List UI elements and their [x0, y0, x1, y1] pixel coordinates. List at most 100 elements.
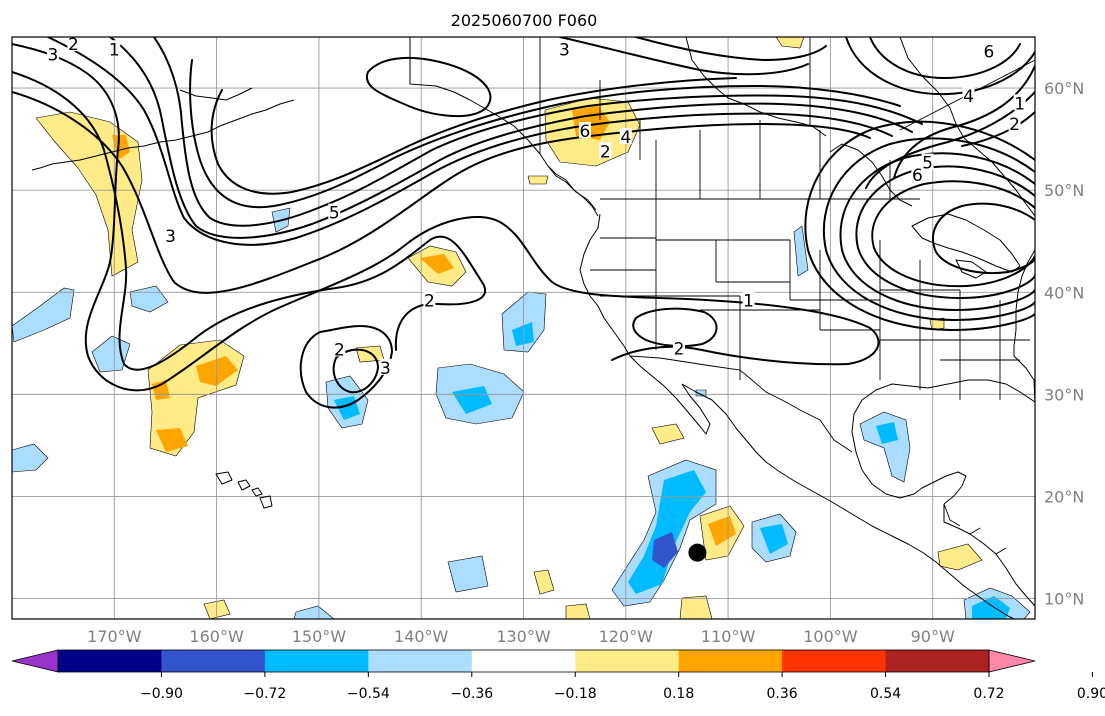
contour-label-mask	[164, 227, 177, 244]
contour-line	[865, 91, 1035, 189]
contour-line	[365, 56, 492, 118]
contour-line	[871, 180, 1035, 288]
hawaii-island	[259, 495, 273, 509]
contour-line	[153, 37, 923, 227]
contour-label: 2	[600, 142, 611, 162]
contour-label-mask	[599, 142, 612, 159]
graticule	[12, 37, 1035, 619]
longitude-tick-label: 140°W	[394, 627, 449, 646]
longitude-tick-label: 100°W	[803, 627, 858, 646]
contour-line	[559, 37, 809, 76]
negative-anomaly-region	[447, 555, 489, 593]
contour-label: 3	[380, 359, 391, 379]
map-frame	[11, 36, 1036, 620]
hawaii-island	[251, 487, 263, 497]
contour-label: 5	[922, 154, 933, 174]
alaska-peninsula	[219, 99, 295, 127]
canada-west-coastline	[547, 165, 599, 217]
contour-lines	[12, 37, 1035, 409]
colorbar-tick-label: −0.72	[243, 686, 286, 702]
longitude-tick-label: 90°W	[911, 627, 955, 646]
contour-label-mask	[672, 339, 685, 356]
negative-anomaly-core	[760, 524, 788, 554]
negative-anomaly-core	[512, 322, 534, 346]
us-mexico-border	[629, 355, 853, 453]
latitude-tick-label: 60°N	[1044, 79, 1084, 98]
colorbar-tick-label: 0.18	[663, 686, 694, 702]
contour-line	[869, 37, 1021, 80]
negative-anomaly-region	[12, 443, 49, 473]
positive-anomaly-region	[527, 175, 549, 185]
aleutian-islands	[31, 125, 221, 171]
contour-line	[635, 37, 827, 62]
contour-line	[12, 43, 880, 392]
us-west-coastline	[579, 213, 631, 357]
great-lakes-outline	[955, 259, 987, 279]
positive-anomaly-core	[112, 135, 130, 160]
contour-line	[299, 324, 394, 409]
contour-label: 6	[912, 166, 923, 186]
location-marker[interactable]	[688, 543, 707, 562]
longitude-tick-label: 170°W	[87, 627, 142, 646]
positive-anomaly-region	[679, 595, 713, 619]
contour-label-mask	[558, 40, 571, 57]
negative-anomaly-core	[876, 422, 898, 444]
contour-line	[189, 59, 901, 209]
latitude-labels: 60°N 50°N 40°N 30°N 20°N 10°N	[1044, 79, 1084, 609]
colorbar-segment	[471, 650, 576, 672]
longitude-tick-label: 160°W	[189, 627, 244, 646]
central-america-coastline	[943, 504, 1035, 607]
positive-anomaly-core	[420, 254, 454, 274]
latitude-tick-label: 20°N	[1044, 487, 1084, 506]
contour-line	[632, 307, 718, 348]
positive-anomaly-region	[35, 111, 143, 277]
gulf-of-mexico-coastline	[851, 379, 1035, 499]
baja-california	[629, 355, 711, 435]
latitude-tick-label: 30°N	[1044, 385, 1084, 404]
colorbar-tick-label: −0.54	[347, 686, 390, 702]
negative-anomaly-core	[452, 386, 492, 414]
labrador-coastline	[963, 137, 1035, 217]
colorbar-segment	[678, 650, 783, 672]
contour-label-mask	[962, 87, 975, 104]
contour-label: 3	[48, 45, 59, 65]
positive-anomaly-core	[708, 516, 736, 546]
contour-line	[47, 37, 893, 246]
contour-label: 3	[165, 227, 176, 247]
us-state-line	[590, 199, 1030, 400]
hawaii-island	[215, 471, 233, 485]
latitude-tick-label: 50°N	[1044, 181, 1084, 200]
alaska-west-coastline	[179, 87, 253, 101]
contour-label: 2	[674, 339, 685, 359]
contour-label-mask	[742, 291, 755, 308]
longitude-tick-label: 130°W	[496, 627, 551, 646]
colorbar-tick-label: 0.36	[767, 686, 798, 702]
positive-anomaly-region	[937, 543, 983, 571]
contour-label-mask	[1013, 94, 1026, 111]
contour-line	[12, 71, 486, 371]
contour-line	[332, 348, 380, 394]
contour-label: 2	[334, 340, 345, 360]
negative-anomaly-core	[972, 596, 1010, 619]
contour-label: 1	[1014, 94, 1025, 114]
colorbar-extend-high	[988, 649, 1036, 673]
contour-label-mask	[108, 40, 121, 57]
contour-label: 4	[620, 128, 631, 148]
negative-anomaly-deep	[652, 532, 678, 568]
yucatan-coastline	[921, 471, 967, 505]
colorbar-segment	[782, 650, 887, 672]
contour-label-mask	[46, 45, 59, 62]
colorbar-segment	[885, 650, 990, 672]
contour-label: 6	[984, 42, 995, 62]
contour-label-mask	[982, 42, 995, 59]
colorbar-segment	[575, 650, 680, 672]
contour-label: 1	[109, 40, 120, 60]
contour-label: 3	[559, 40, 570, 60]
colorbar-tick-label: 0.72	[973, 686, 1004, 702]
longitude-labels: 170°W 160°W 150°W 140°W 130°W 120°W 110°W 100°W…	[87, 627, 955, 646]
negative-anomaly-core	[628, 470, 706, 594]
negative-anomaly-region	[293, 605, 335, 619]
